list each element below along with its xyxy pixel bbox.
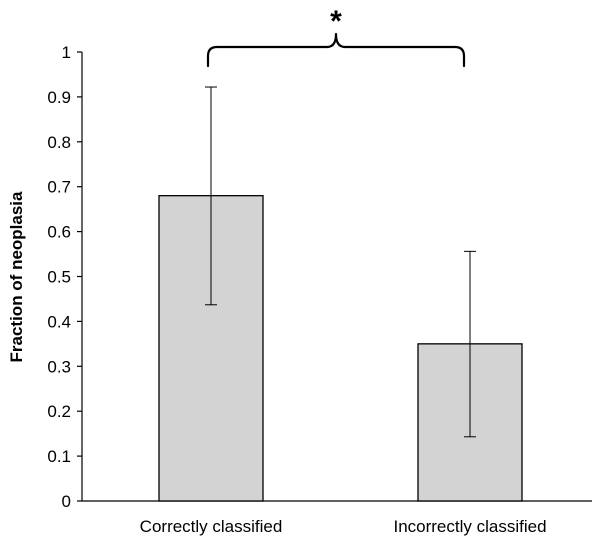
error-bar-2 [464, 250, 476, 438]
y-tick-label: 0.5 [47, 268, 71, 287]
y-axis-ticks: 0 0.1 0.2 0.3 0.4 0.5 0.6 0.7 0.8 0.9 1 [47, 43, 82, 511]
y-tick-label: 0.4 [47, 312, 71, 331]
y-tick-label: 0.7 [47, 178, 71, 197]
y-tick-label: 1 [62, 43, 71, 62]
significance-bracket: * [206, 5, 466, 68]
error-bar-1 [205, 86, 217, 306]
x-category-label: Incorrectly classified [393, 517, 546, 536]
y-axis-title: Fraction of neoplasia [7, 191, 26, 363]
y-tick-label: 0 [62, 492, 71, 511]
error-bars [205, 86, 476, 438]
y-tick-label: 0.6 [47, 223, 71, 242]
significance-brace [206, 32, 466, 68]
y-tick-label: 0.1 [47, 447, 71, 466]
y-tick-label: 0.9 [47, 88, 71, 107]
y-tick-label: 0.3 [47, 357, 71, 376]
x-category-label: Correctly classified [140, 517, 283, 536]
y-tick-label: 0.2 [47, 402, 71, 421]
x-axis-categories: Correctly classified Incorrectly classifi… [140, 517, 547, 536]
significance-asterisk: * [330, 5, 342, 38]
bars [158, 195, 523, 502]
y-tick-label: 0.8 [47, 133, 71, 152]
